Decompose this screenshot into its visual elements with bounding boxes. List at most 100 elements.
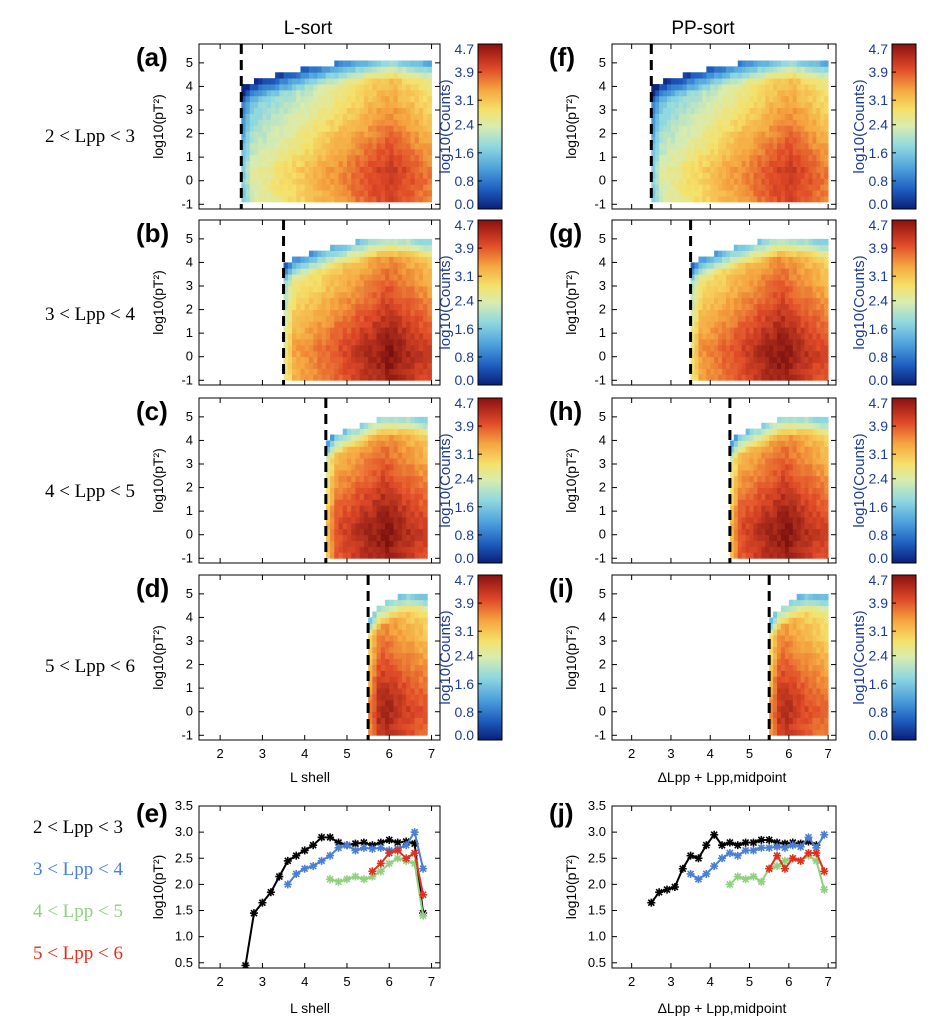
heatmap-cell bbox=[338, 78, 344, 85]
heatmap-cell bbox=[355, 262, 361, 269]
heatmap-cell bbox=[414, 522, 420, 530]
heatmap-cell bbox=[355, 368, 361, 375]
heatmap-cell bbox=[376, 274, 382, 281]
heatmap-cell bbox=[393, 475, 399, 483]
heatmap-cell bbox=[389, 66, 394, 73]
heatmap-cell bbox=[757, 487, 762, 494]
heatmap-cell bbox=[804, 250, 809, 257]
heatmap-cell bbox=[824, 309, 829, 316]
heatmap-cell bbox=[363, 89, 369, 97]
heatmap-cell bbox=[393, 428, 399, 435]
heatmap-cell bbox=[368, 101, 373, 109]
heatmap-cell bbox=[414, 172, 420, 179]
heatmap-cell bbox=[355, 125, 361, 132]
heatmap-cell bbox=[737, 280, 743, 287]
heatmap-cell bbox=[368, 125, 373, 132]
heatmap-cell bbox=[418, 268, 424, 275]
heatmap-cell bbox=[241, 196, 246, 203]
heatmap-cell bbox=[355, 184, 361, 191]
heatmap-cell bbox=[308, 333, 314, 340]
heatmap-cell bbox=[694, 297, 699, 305]
heatmap-cell bbox=[729, 172, 735, 179]
heatmap-cell bbox=[363, 101, 369, 109]
heatmap-cell bbox=[670, 172, 676, 179]
heatmap-cell bbox=[824, 84, 829, 91]
heatmap-cell bbox=[749, 262, 754, 269]
heatmap-cell bbox=[334, 333, 339, 340]
heatmap-cell bbox=[800, 280, 805, 287]
y-axis-label: log10(pT²) bbox=[563, 270, 579, 335]
heatmap-cell bbox=[784, 166, 790, 173]
heatmap-cell bbox=[346, 268, 352, 275]
heatmap-cell bbox=[253, 125, 259, 132]
heatmap-cell bbox=[808, 244, 813, 252]
heatmap-cell bbox=[406, 481, 411, 488]
heatmap-cell bbox=[702, 89, 707, 97]
heatmap-cell bbox=[283, 196, 289, 203]
heatmap-cell bbox=[757, 452, 762, 459]
heatmap-cell bbox=[304, 160, 310, 167]
heatmap-cell bbox=[777, 89, 782, 97]
heatmap-cell bbox=[410, 705, 416, 713]
heatmap-cell bbox=[338, 505, 344, 512]
heatmap-cell bbox=[706, 274, 711, 281]
heatmap-cell bbox=[737, 309, 743, 316]
heatmap-cell bbox=[773, 274, 778, 281]
heatmap-cell bbox=[792, 350, 798, 358]
heatmap-cell bbox=[737, 297, 743, 305]
heatmap-cell bbox=[698, 178, 703, 185]
heatmap-cell bbox=[300, 274, 306, 281]
heatmap-cell bbox=[342, 464, 348, 471]
heatmap-cell bbox=[241, 143, 246, 150]
heatmap-cell bbox=[334, 196, 339, 203]
heatmap-cell bbox=[393, 368, 399, 375]
heatmap-cell bbox=[296, 125, 301, 132]
heatmap-cell bbox=[334, 452, 339, 459]
heatmap-cell bbox=[368, 327, 373, 334]
heatmap-cell bbox=[741, 522, 747, 530]
heatmap-cell bbox=[733, 368, 739, 375]
heatmap-cell bbox=[784, 368, 790, 375]
heatmap-cell bbox=[385, 78, 390, 85]
heatmap-cell bbox=[812, 303, 817, 310]
heatmap-cell bbox=[765, 274, 770, 281]
heatmap-cell bbox=[741, 190, 747, 197]
heatmap-cell bbox=[385, 641, 390, 648]
heatmap-cell bbox=[812, 297, 817, 305]
heatmap-cell bbox=[418, 297, 424, 305]
heatmap-cell bbox=[385, 333, 390, 340]
heatmap-cell bbox=[385, 344, 390, 352]
heatmap-cell bbox=[406, 517, 411, 524]
heatmap-cell bbox=[780, 137, 786, 144]
heatmap-cell bbox=[292, 274, 297, 281]
heatmap-cell bbox=[753, 546, 758, 553]
heatmap-cell bbox=[729, 250, 735, 257]
heatmap-cell bbox=[414, 374, 420, 381]
heatmap-cell bbox=[397, 694, 403, 701]
heatmap-cell bbox=[385, 605, 390, 612]
heatmap-cell bbox=[418, 250, 424, 257]
heatmap-cell bbox=[334, 172, 339, 179]
heatmap-cell bbox=[808, 297, 813, 305]
heatmap-cell bbox=[737, 321, 743, 328]
heatmap-cell bbox=[745, 286, 750, 293]
heatmap-cell bbox=[714, 196, 719, 203]
heatmap-cell bbox=[418, 356, 424, 363]
heatmap-cell bbox=[363, 196, 369, 203]
heatmap-cell bbox=[351, 350, 356, 358]
heatmap-cell bbox=[757, 196, 762, 203]
heatmap-cell bbox=[667, 84, 672, 91]
heatmap-cell bbox=[820, 297, 825, 305]
heatmap-cell bbox=[423, 238, 428, 246]
heatmap-cell bbox=[824, 262, 829, 269]
heatmap-cell bbox=[757, 250, 762, 257]
heatmap-cell bbox=[816, 309, 821, 316]
heatmap-cell bbox=[765, 160, 770, 167]
heatmap-cell bbox=[423, 107, 428, 114]
heatmap-cell bbox=[686, 107, 691, 114]
heatmap-cell bbox=[380, 309, 386, 316]
heatmap-cell bbox=[804, 95, 809, 103]
heatmap-cell bbox=[725, 148, 731, 156]
heatmap-cell bbox=[393, 534, 399, 541]
heatmap-cell bbox=[773, 160, 778, 167]
